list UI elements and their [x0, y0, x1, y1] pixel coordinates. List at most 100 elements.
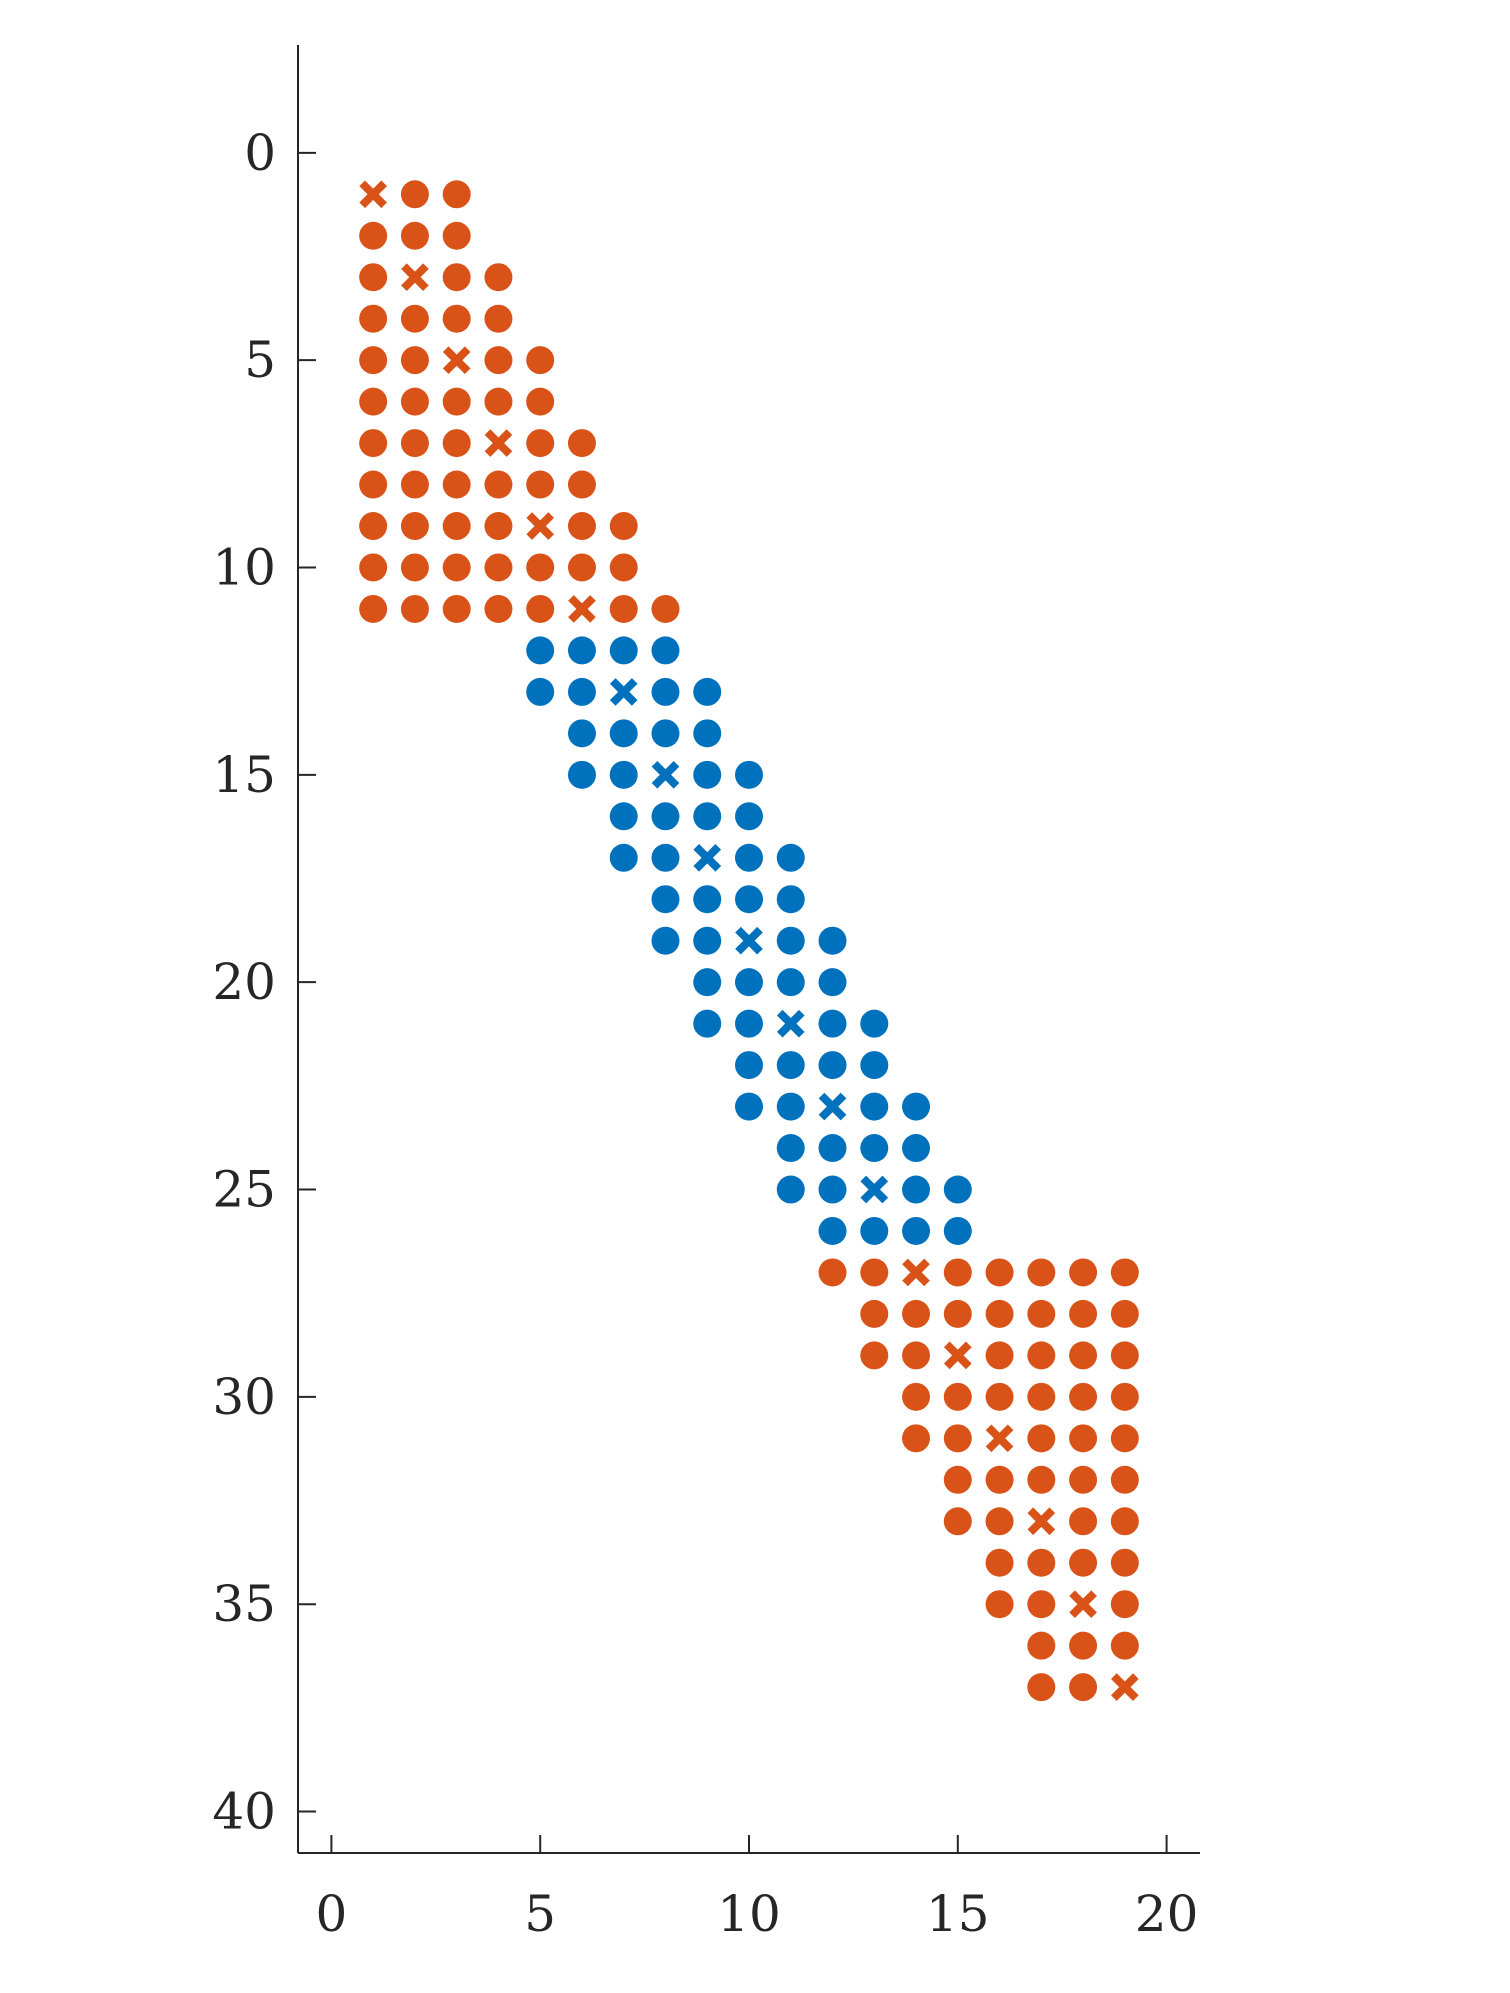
data-point-circle — [1069, 1258, 1098, 1287]
data-point-circle — [693, 760, 722, 789]
y-tick-label: 5 — [244, 331, 276, 389]
y-tick-label: 25 — [212, 1161, 276, 1219]
data-point-circle — [651, 636, 680, 665]
data-point-circle — [985, 1299, 1014, 1328]
data-point-circle — [985, 1382, 1014, 1411]
data-point-circle — [609, 553, 638, 582]
data-point-circle — [1069, 1631, 1098, 1660]
data-point-circle — [442, 512, 471, 541]
series-0-orange-circle — [359, 180, 1139, 1702]
data-point-circle — [400, 180, 429, 209]
data-point-circle — [1069, 1548, 1098, 1577]
data-point-circle — [1027, 1673, 1056, 1702]
data-point-circle — [609, 760, 638, 789]
data-point-circle — [1069, 1507, 1098, 1536]
data-point-circle — [359, 263, 388, 292]
data-point-circle — [526, 387, 555, 416]
data-point-circle — [693, 968, 722, 997]
data-point-circle — [400, 512, 429, 541]
data-point-cross — [1069, 1590, 1097, 1619]
data-point-circle — [693, 802, 722, 831]
data-point-circle — [359, 387, 388, 416]
x-tick-label: 20 — [1135, 1885, 1199, 1943]
data-point-circle — [1069, 1673, 1098, 1702]
data-point-circle — [860, 1134, 889, 1163]
data-point-circle — [1110, 1631, 1139, 1660]
data-point-circle — [400, 304, 429, 333]
data-point-circle — [1027, 1631, 1056, 1660]
data-point-circle — [818, 1051, 847, 1080]
data-point-circle — [776, 1175, 805, 1204]
data-point-circle — [985, 1548, 1014, 1577]
data-point-circle — [400, 594, 429, 623]
data-point-cross — [693, 843, 722, 872]
data-point-circle — [1069, 1382, 1098, 1411]
data-point-circle — [359, 594, 388, 623]
data-point-circle — [860, 1216, 889, 1245]
data-point-circle — [359, 221, 388, 250]
data-point-circle — [818, 1258, 847, 1287]
data-point-circle — [1069, 1465, 1098, 1494]
data-point-circle — [609, 636, 638, 665]
data-point-cross — [943, 1341, 972, 1370]
x-tick-label: 5 — [524, 1885, 556, 1943]
data-point-cross — [985, 1424, 1014, 1453]
data-point-circle — [776, 1134, 805, 1163]
data-point-circle — [943, 1258, 972, 1287]
data-point-circle — [1110, 1424, 1139, 1453]
data-point-circle — [651, 843, 680, 872]
data-point-circle — [1110, 1590, 1139, 1619]
data-point-circle — [860, 1258, 889, 1287]
data-point-circle — [985, 1590, 1014, 1619]
data-point-circle — [567, 636, 596, 665]
data-point-circle — [526, 553, 555, 582]
data-point-circle — [735, 968, 763, 997]
data-point-circle — [651, 594, 680, 623]
data-point-circle — [400, 221, 429, 250]
data-point-circle — [1069, 1299, 1098, 1328]
axes: 0 5 10 15 20 0 5 10 15 20 25 30 35 40 — [212, 45, 1200, 1943]
data-point-circle — [818, 1009, 847, 1038]
data-point-circle — [484, 387, 513, 416]
data-point-circle — [860, 1009, 889, 1038]
data-point-circle — [735, 1009, 763, 1038]
data-point-circle — [1110, 1507, 1139, 1536]
data-point-circle — [860, 1341, 889, 1370]
series-2-blue-circle — [526, 636, 972, 1245]
data-point-circle — [359, 470, 388, 499]
data-point-circle — [1027, 1299, 1056, 1328]
x-tick-label: 10 — [717, 1885, 781, 1943]
data-point-circle — [860, 1051, 889, 1080]
data-point-circle — [860, 1299, 889, 1328]
data-point-circle — [567, 470, 596, 499]
data-point-circle — [400, 470, 429, 499]
data-point-cross — [735, 926, 763, 955]
data-point-circle — [776, 1051, 805, 1080]
data-point-circle — [1110, 1299, 1139, 1328]
data-point-circle — [985, 1465, 1014, 1494]
data-point-circle — [609, 719, 638, 748]
data-point-circle — [943, 1465, 972, 1494]
data-point-circle — [693, 926, 722, 955]
data-point-circle — [484, 263, 513, 292]
data-point-circle — [567, 512, 596, 541]
data-point-circle — [609, 843, 638, 872]
data-point-circle — [985, 1507, 1014, 1536]
data-point-circle — [442, 180, 471, 209]
data-point-circle — [567, 429, 596, 458]
data-point-circle — [567, 719, 596, 748]
data-point-cross — [902, 1258, 930, 1287]
data-point-circle — [359, 512, 388, 541]
data-point-circle — [902, 1175, 931, 1204]
data-point-circle — [651, 926, 680, 955]
data-point-circle — [693, 885, 722, 914]
data-point-circle — [400, 553, 429, 582]
data-point-circle — [526, 470, 555, 499]
data-point-circle — [609, 512, 638, 541]
data-point-circle — [1110, 1382, 1139, 1411]
y-tick-label: 30 — [212, 1368, 276, 1426]
data-point-circle — [567, 553, 596, 582]
data-point-cross — [609, 678, 638, 706]
data-point-circle — [651, 885, 680, 914]
data-point-circle — [400, 387, 429, 416]
